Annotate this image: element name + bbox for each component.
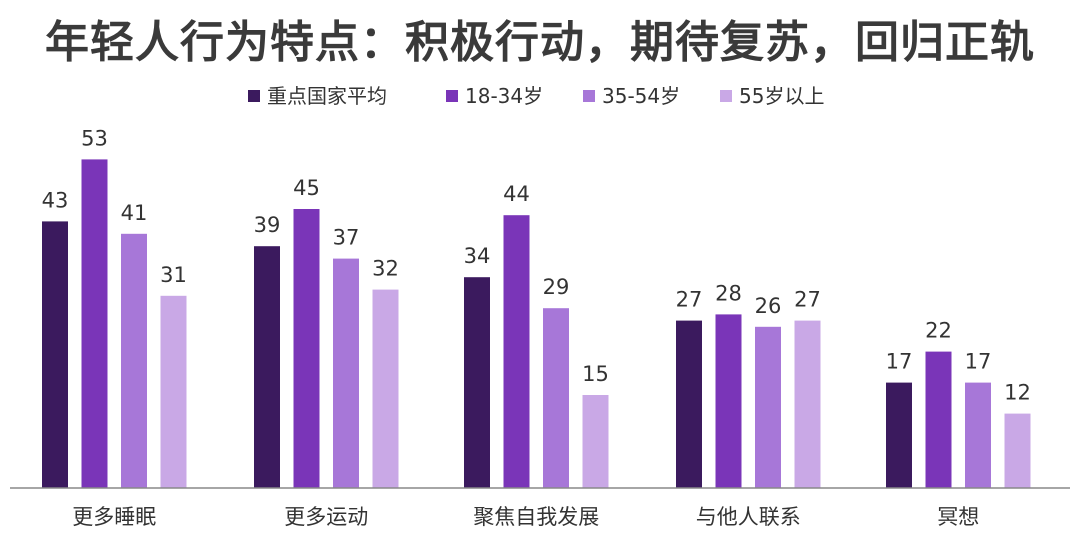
- value-label-4-1: 27: [676, 288, 703, 312]
- bar-1-1: [42, 221, 68, 488]
- bar-1-2: [81, 159, 108, 488]
- value-label-5-1: 17: [886, 350, 913, 374]
- bar-2-3: [333, 258, 359, 488]
- category-label-4: 与他人联系: [696, 505, 801, 529]
- bar-4-1: [676, 320, 702, 488]
- bar-3-1: [464, 277, 490, 488]
- legend-swatch-2: [446, 90, 458, 102]
- bar-2-2: [293, 209, 320, 488]
- chart-title: 年轻人行为特点：积极行动，期待复苏，回归正轨: [45, 17, 1035, 68]
- bar-3-4: [582, 395, 609, 488]
- value-label-5-3: 17: [965, 350, 992, 374]
- bar-3-3: [543, 308, 569, 488]
- category-label-5: 冥想: [937, 505, 979, 529]
- value-label-4-2: 28: [715, 281, 742, 305]
- bar-4-2: [715, 314, 742, 488]
- bar-3-2: [503, 215, 530, 488]
- value-label-3-2: 44: [503, 182, 530, 206]
- value-label-3-4: 15: [582, 362, 609, 386]
- legend-label-2: 18-34岁: [465, 84, 543, 108]
- bar-5-2: [925, 351, 952, 488]
- bar-5-4: [1004, 413, 1031, 488]
- legend-label-4: 55岁以上: [739, 84, 824, 108]
- category-label-1: 更多睡眠: [72, 505, 156, 529]
- value-label-2-4: 32: [372, 257, 399, 281]
- legend-swatch-4: [720, 90, 732, 102]
- value-label-4-4: 27: [794, 288, 821, 312]
- value-label-1-4: 31: [160, 263, 187, 287]
- value-label-2-3: 37: [333, 226, 360, 250]
- legend-swatch-1: [248, 90, 260, 102]
- value-label-1-2: 53: [81, 126, 108, 150]
- value-label-1-3: 41: [121, 201, 148, 225]
- legend-swatch-3: [583, 90, 595, 102]
- value-label-2-2: 45: [293, 176, 320, 200]
- bar-5-1: [886, 382, 912, 488]
- category-label-2: 更多运动: [284, 505, 368, 529]
- category-label-3: 聚焦自我发展: [473, 505, 599, 529]
- bar-4-4: [794, 320, 821, 488]
- legend-label-3: 35-54岁: [602, 84, 680, 108]
- bar-5-3: [965, 382, 991, 488]
- bar-4-3: [755, 326, 781, 488]
- bar-1-4: [160, 295, 187, 488]
- category-labels: 更多睡眠 更多运动 聚焦自我发展 与他人联系 冥想: [72, 505, 979, 529]
- bar-2-1: [254, 246, 280, 488]
- value-labels: 43 53 41 31 39 45 37 32 34 44 29 15 27 28 26 27 17 22 17 12: [42, 126, 1031, 404]
- value-label-5-4: 12: [1004, 381, 1031, 405]
- value-label-3-3: 29: [543, 275, 570, 299]
- bar-2-4: [372, 289, 399, 488]
- value-label-5-2: 22: [925, 319, 952, 343]
- legend-label-1: 重点国家平均: [267, 84, 387, 108]
- value-label-4-3: 26: [755, 294, 782, 318]
- legend: 重点国家平均 18-34岁 35-54岁 55岁以上: [248, 84, 824, 108]
- bars: [42, 159, 1031, 488]
- value-label-1-1: 43: [42, 188, 69, 212]
- value-label-3-1: 34: [464, 244, 491, 268]
- bar-1-3: [121, 233, 147, 488]
- value-label-2-1: 39: [254, 213, 281, 237]
